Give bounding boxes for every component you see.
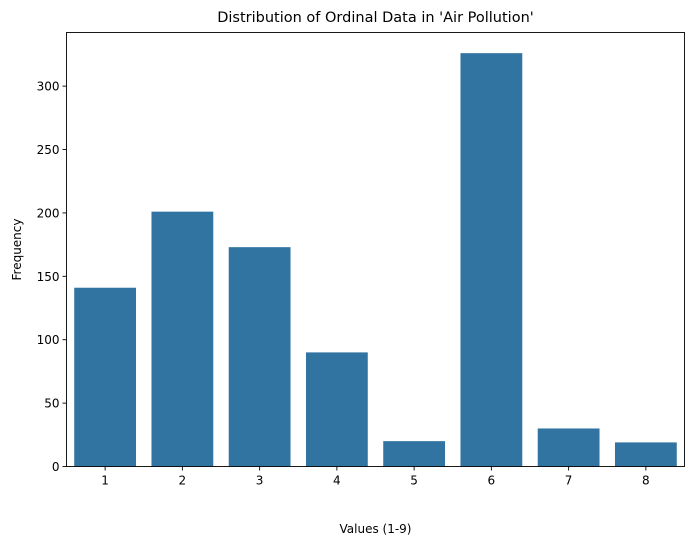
x-tick-label: 2 [179,474,187,488]
x-tick-label: 6 [488,474,496,488]
chart-title: Distribution of Ordinal Data in 'Air Pol… [217,10,534,26]
bar-6 [460,53,523,467]
x-tick-label: 5 [410,474,418,488]
y-tick-label: 0 [52,460,60,474]
y-tick-label: 50 [44,397,59,411]
bar-4 [305,352,368,467]
bar-3 [228,247,291,467]
x-tick-label: 3 [256,474,264,488]
bar-5 [383,441,446,467]
bar-2 [151,211,214,467]
x-axis-ticks: 1 2 3 4 5 6 7 8 [101,466,650,488]
y-axis-label: Frequency [10,219,24,281]
x-tick-label: 7 [565,474,573,488]
plot-frame [66,32,685,467]
y-tick-label: 300 [37,80,60,94]
bar-8 [614,442,677,467]
y-axis-ticks: 0 50 100 150 200 250 300 [37,80,67,474]
y-tick-label: 250 [37,143,60,157]
y-tick-label: 150 [37,270,60,284]
bar-7 [537,428,600,467]
x-tick-label: 8 [642,474,650,488]
y-tick-label: 100 [37,333,60,347]
y-tick-label: 200 [37,206,60,220]
bar-1 [74,287,137,467]
bars-group [74,53,677,467]
x-axis-label: Values (1-9) [340,522,412,536]
x-tick-label: 4 [333,474,341,488]
x-tick-label: 1 [101,474,109,488]
